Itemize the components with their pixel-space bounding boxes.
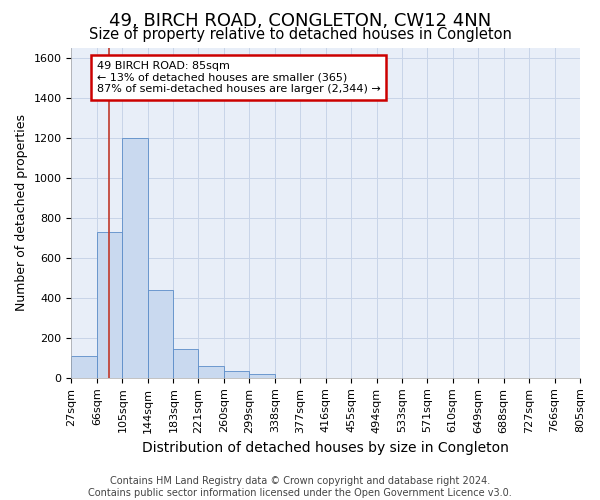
Text: Size of property relative to detached houses in Congleton: Size of property relative to detached ho… [89,28,511,42]
Bar [173,349,198,378]
Text: Contains HM Land Registry data © Crown copyright and database right 2024.
Contai: Contains HM Land Registry data © Crown c… [88,476,512,498]
Bar [71,356,97,378]
Y-axis label: Number of detached properties: Number of detached properties [15,114,28,311]
X-axis label: Distribution of detached houses by size in Congleton: Distribution of detached houses by size … [142,441,509,455]
Bar [122,138,148,378]
Bar [249,374,275,378]
Text: 49, BIRCH ROAD, CONGLETON, CW12 4NN: 49, BIRCH ROAD, CONGLETON, CW12 4NN [109,12,491,30]
Bar [148,290,173,378]
Text: 49 BIRCH ROAD: 85sqm
← 13% of detached houses are smaller (365)
87% of semi-deta: 49 BIRCH ROAD: 85sqm ← 13% of detached h… [97,61,380,94]
Bar [97,232,122,378]
Bar [224,372,249,378]
Bar [198,366,224,378]
